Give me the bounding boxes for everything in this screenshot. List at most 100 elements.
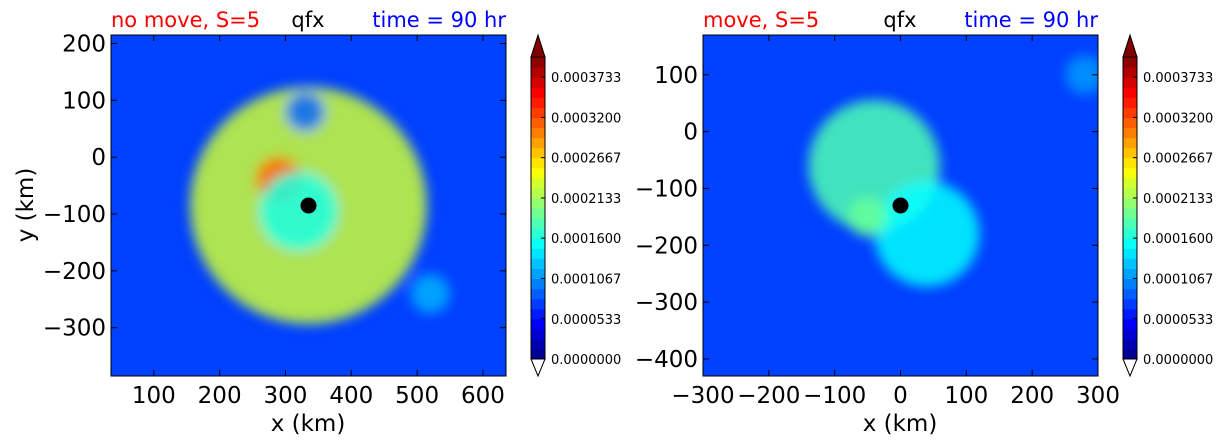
x-tick-label: 300 — [264, 383, 308, 409]
colorbar-level — [531, 328, 545, 340]
contour-blob — [874, 181, 980, 287]
colorbar-level — [1123, 218, 1137, 229]
x-tick-label: 100 — [132, 383, 176, 409]
colorbar-extend-min — [530, 358, 546, 378]
x-tick-label: 200 — [1010, 383, 1054, 409]
colorbar-level — [1123, 177, 1137, 189]
colorbar-level — [1123, 67, 1137, 78]
x-tick-label: 400 — [329, 383, 373, 409]
y-tick-label: −300 — [635, 290, 698, 316]
y-tick-label: −100 — [43, 202, 106, 228]
colorbar-frame — [1122, 56, 1138, 360]
x-tick-label: −100 — [803, 383, 866, 409]
colorbar-level — [531, 117, 545, 129]
colorbar-level — [1123, 258, 1137, 269]
colorbar-level — [531, 107, 545, 118]
y-tick-label: −300 — [43, 316, 106, 342]
panel-title-right: time = 90 hr — [964, 8, 1098, 32]
colorbar-level — [531, 157, 545, 169]
x-axis-label: x (km) — [863, 411, 938, 437]
y-tick-label: 0 — [91, 145, 106, 171]
x-tick-label: −300 — [671, 383, 734, 409]
colorbar-tick-label: 0.0002133 — [1143, 192, 1213, 207]
colorbar-level — [531, 218, 545, 229]
colorbar-level — [531, 248, 545, 259]
colorbar: 0.0000000 0.0000533 0.0001067 0.0001600 0.00… — [1122, 33, 1213, 378]
x-tick-label: 500 — [395, 383, 439, 409]
contour-blob — [847, 197, 888, 237]
colorbar-level — [1123, 87, 1137, 98]
y-axis: 100 0 −100 −200 −300 −400 — [635, 63, 1098, 373]
colorbar-extend-max — [1122, 33, 1138, 58]
contour-blob — [285, 91, 325, 132]
panel-title-left: move, S=5 — [703, 8, 819, 32]
colorbar-extend-max — [530, 33, 546, 58]
colorbar-tick-label: 0.0001600 — [1143, 232, 1213, 247]
x-tick-label: 100 — [944, 383, 988, 409]
panel-no-move: no move, S=5 qfx time = 90 hr 100 200 300 4… — [13, 8, 621, 437]
colorbar-level — [531, 338, 545, 350]
y-tick-label: −200 — [635, 233, 698, 259]
colorbar-level — [1123, 318, 1137, 330]
colorbar-level — [531, 308, 545, 320]
x-axis: −300 −200 −100 0 100 200 300 — [671, 35, 1120, 409]
x-axis: 100 200 300 400 500 600 — [132, 35, 505, 409]
colorbar-level — [1123, 248, 1137, 259]
colorbar-level — [1123, 338, 1137, 350]
x-tick-label: 200 — [198, 383, 242, 409]
colorbar-level — [531, 167, 545, 179]
x-tick-label: 300 — [1076, 383, 1120, 409]
colorbar-level — [1123, 288, 1137, 300]
colorbar-level — [531, 137, 545, 149]
colorbar-level — [1123, 147, 1137, 159]
colorbar-tick-label: 0.0001600 — [551, 232, 621, 247]
colorbar-tick-label: 0.0000000 — [551, 353, 621, 368]
colorbar-level — [531, 278, 545, 290]
storm-center-marker — [300, 197, 317, 214]
y-tick-label: 100 — [62, 88, 106, 114]
colorbar-level — [531, 147, 545, 159]
x-tick-label: 0 — [893, 383, 908, 409]
colorbar-level — [1123, 57, 1137, 68]
colorbar-level — [531, 268, 545, 280]
panel-title-right: time = 90 hr — [372, 8, 506, 32]
colorbar-level — [1123, 348, 1137, 360]
colorbar-level — [531, 77, 545, 88]
colorbar-tick-label: 0.0000533 — [551, 313, 621, 328]
colorbar-level — [1123, 157, 1137, 169]
colorbar-level — [1123, 238, 1137, 249]
colorbar-level — [531, 127, 545, 139]
colorbar-level — [1123, 308, 1137, 320]
panel-title-left: no move, S=5 — [111, 8, 260, 32]
colorbar-level — [1123, 77, 1137, 88]
colorbar-level — [1123, 268, 1137, 280]
colorbar-tick-label: 0.0003733 — [551, 71, 621, 86]
colorbar-level — [531, 228, 545, 239]
contour-blob — [1065, 55, 1098, 95]
contour-blob — [259, 171, 339, 251]
y-axis-label: y (km) — [13, 168, 39, 243]
colorbar-level — [531, 298, 545, 310]
colorbar-level — [1123, 208, 1137, 219]
colorbar-level — [1123, 187, 1137, 199]
colorbar-level — [1123, 298, 1137, 310]
colorbar-tick-label: 0.0003733 — [1143, 71, 1213, 86]
plot-frame — [110, 34, 507, 377]
colorbar-level — [531, 67, 545, 78]
colorbar-level — [531, 288, 545, 300]
y-tick-label: 0 — [683, 120, 698, 146]
colorbar-level — [531, 258, 545, 269]
panel-move: move, S=5 qfx time = 90 hr −300 −200 −100 0… — [635, 8, 1213, 437]
y-tick-label: 200 — [62, 32, 106, 58]
colorbar-tick-label: 0.0002667 — [551, 152, 621, 167]
colorbar-level — [1123, 127, 1137, 139]
colorbar-level — [1123, 278, 1137, 290]
colorbar-tick-label: 0.0001067 — [551, 272, 621, 287]
colorbar-level — [1123, 107, 1137, 118]
contour-blob — [410, 273, 451, 314]
y-tick-label: −200 — [43, 259, 106, 285]
colorbar-level — [531, 97, 545, 108]
colorbar-level — [1123, 137, 1137, 149]
colorbar-level — [531, 197, 545, 209]
colorbar-frame — [530, 56, 546, 360]
